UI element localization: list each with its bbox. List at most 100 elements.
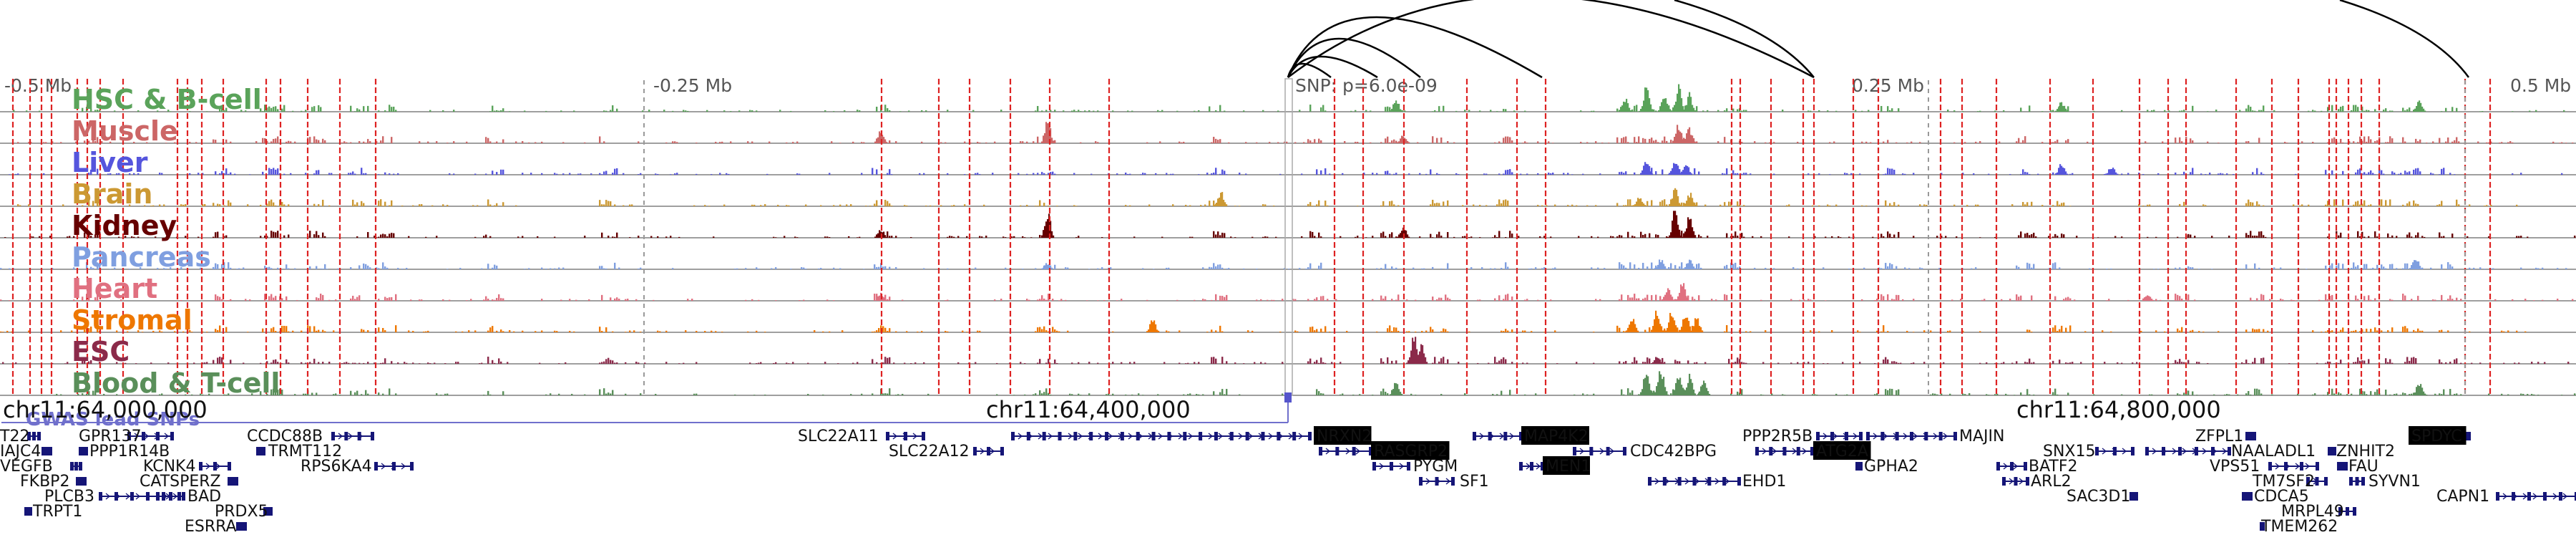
- signal-bar: [2024, 233, 2026, 238]
- gene-feature[interactable]: TMEM262: [2260, 518, 2338, 536]
- signal-bar: [1788, 204, 1790, 206]
- gene-feature[interactable]: MAP4K2: [1473, 426, 1589, 445]
- gene-feature[interactable]: NAALADL1: [2145, 443, 2316, 461]
- signal-bar: [1896, 362, 1898, 364]
- gene-feature[interactable]: MRPL49: [2281, 503, 2356, 521]
- gene-feature[interactable]: EHD1: [1648, 473, 1786, 491]
- gene-feature[interactable]: ZFPL1: [2195, 428, 2256, 445]
- gene-feature[interactable]: CCDC88B: [247, 428, 374, 445]
- gene-feature[interactable]: BATF2: [1996, 458, 2078, 476]
- gene-feature[interactable]: VEGFB: [0, 458, 82, 476]
- gene-feature[interactable]: CDCA5: [2242, 488, 2309, 506]
- arc: [1674, 0, 1815, 78]
- gene-feature[interactable]: FAU: [2337, 458, 2379, 476]
- signal-bar: [363, 141, 365, 143]
- signal-bar: [249, 299, 251, 301]
- gene-feature[interactable]: RPS6KA4: [301, 458, 414, 476]
- gene-feature[interactable]: PPP2R5B: [1742, 428, 1863, 445]
- signal-bar: [537, 236, 539, 238]
- signal-bar: [1219, 264, 1221, 269]
- signal-bar: [1760, 299, 1762, 301]
- signal-bar: [2181, 110, 2183, 112]
- signal-bar: [2385, 200, 2387, 206]
- gene-feature[interactable]: SYVN1: [2349, 473, 2421, 491]
- signal-bar: [2, 362, 4, 364]
- gene-feature[interactable]: ZNHIT2: [2328, 443, 2395, 461]
- gene-feature[interactable]: BAD: [156, 488, 221, 506]
- signal-bar: [1803, 299, 1805, 301]
- signal-peak: [1657, 264, 1659, 269]
- signal-peak: [1683, 205, 1685, 206]
- signal-bar: [2355, 201, 2357, 206]
- signal-bar: [2192, 140, 2194, 143]
- signal-bar: [1662, 140, 1664, 143]
- signal-bar: [457, 362, 459, 364]
- gene-feature[interactable]: MEN1: [1519, 456, 1591, 476]
- gene-feature[interactable]: T22: [0, 428, 41, 445]
- gene-feature[interactable]: CDC42BPG: [1573, 443, 1717, 461]
- track-label: Stromal: [72, 304, 192, 336]
- gene-feature[interactable]: SLC22A11: [798, 428, 925, 445]
- gene-feature[interactable]: SNX15: [2043, 443, 2135, 461]
- signal-bar: [1163, 362, 1166, 364]
- signal-bar: [1655, 140, 1657, 143]
- gene-feature[interactable]: PYGM: [1372, 458, 1458, 476]
- gene-feature[interactable]: PPP1R14B: [79, 443, 170, 461]
- signal-bar: [1468, 110, 1470, 112]
- gene-feature[interactable]: GPHA2: [1855, 458, 1918, 476]
- signal-bar: [328, 173, 331, 175]
- strand-arrow: [1579, 448, 1585, 455]
- signal-bar: [614, 362, 616, 364]
- signal-bar: [2361, 360, 2363, 364]
- signal-bar: [1176, 110, 1179, 112]
- gene-feature[interactable]: SF1: [1419, 473, 1489, 491]
- gene-feature[interactable]: KCNK4: [143, 458, 231, 476]
- signal-bar: [2338, 263, 2340, 269]
- gene-feature[interactable]: ARL2: [2002, 473, 2072, 491]
- signal-peak: [1633, 319, 1635, 332]
- signal-peak: [2423, 108, 2425, 112]
- signal-bar: [1129, 173, 1131, 175]
- gene-feature[interactable]: ATG2A: [1755, 441, 1871, 461]
- signal-bar: [1621, 235, 1623, 238]
- gene-feature[interactable]: CAPN1: [2436, 488, 2576, 506]
- signal-peak: [1666, 292, 1668, 301]
- gene-feature[interactable]: SPDYC: [2409, 426, 2471, 445]
- gene-feature[interactable]: ESRRA: [185, 518, 247, 536]
- signal-bar: [346, 362, 348, 364]
- signal-bar: [378, 327, 380, 332]
- signal-bar: [1144, 173, 1146, 175]
- gene-feature[interactable]: SAC3D1: [2067, 488, 2138, 506]
- gene-feature[interactable]: IAJC4: [0, 443, 52, 461]
- signal-bar: [1698, 234, 1700, 238]
- gene-feature[interactable]: PRDX5: [215, 503, 273, 521]
- signal-bar: [2527, 236, 2529, 238]
- gene-feature[interactable]: VPS51: [2210, 458, 2319, 476]
- signal-bar: [657, 330, 659, 332]
- signal-bar: [318, 298, 320, 301]
- signal-bar: [1773, 142, 1775, 143]
- signal-bar: [625, 299, 627, 301]
- signal-bar: [1138, 393, 1140, 395]
- gene-feature[interactable]: NRXN2: [1011, 426, 1372, 445]
- gene-feature[interactable]: TRMT112: [256, 443, 342, 461]
- signal-bar: [1664, 328, 1666, 332]
- signal-bar: [1627, 294, 1629, 301]
- signal-peak: [1669, 289, 1671, 301]
- gene-feature[interactable]: GPR137: [79, 428, 174, 445]
- signal-bar: [356, 296, 358, 301]
- gene-feature[interactable]: FKBP2: [20, 473, 87, 491]
- signal-bar: [541, 330, 543, 332]
- gene-feature[interactable]: SLC22A12: [889, 443, 1004, 461]
- signal-bar: [1887, 390, 1889, 395]
- gene-feature[interactable]: RASGRP2: [1319, 441, 1450, 461]
- gene-feature[interactable]: CATSPERZ: [140, 473, 238, 491]
- gene-feature[interactable]: MAJIN: [1866, 428, 2004, 445]
- signal-peak: [1627, 103, 1629, 112]
- signal-peak: [1641, 201, 1644, 206]
- signal-bar: [131, 236, 133, 238]
- gene-feature[interactable]: TM7SF2: [2252, 473, 2328, 491]
- gene-feature[interactable]: TRPT1: [24, 503, 82, 521]
- signal-peak: [1687, 97, 1689, 112]
- signal-bar: [618, 299, 620, 301]
